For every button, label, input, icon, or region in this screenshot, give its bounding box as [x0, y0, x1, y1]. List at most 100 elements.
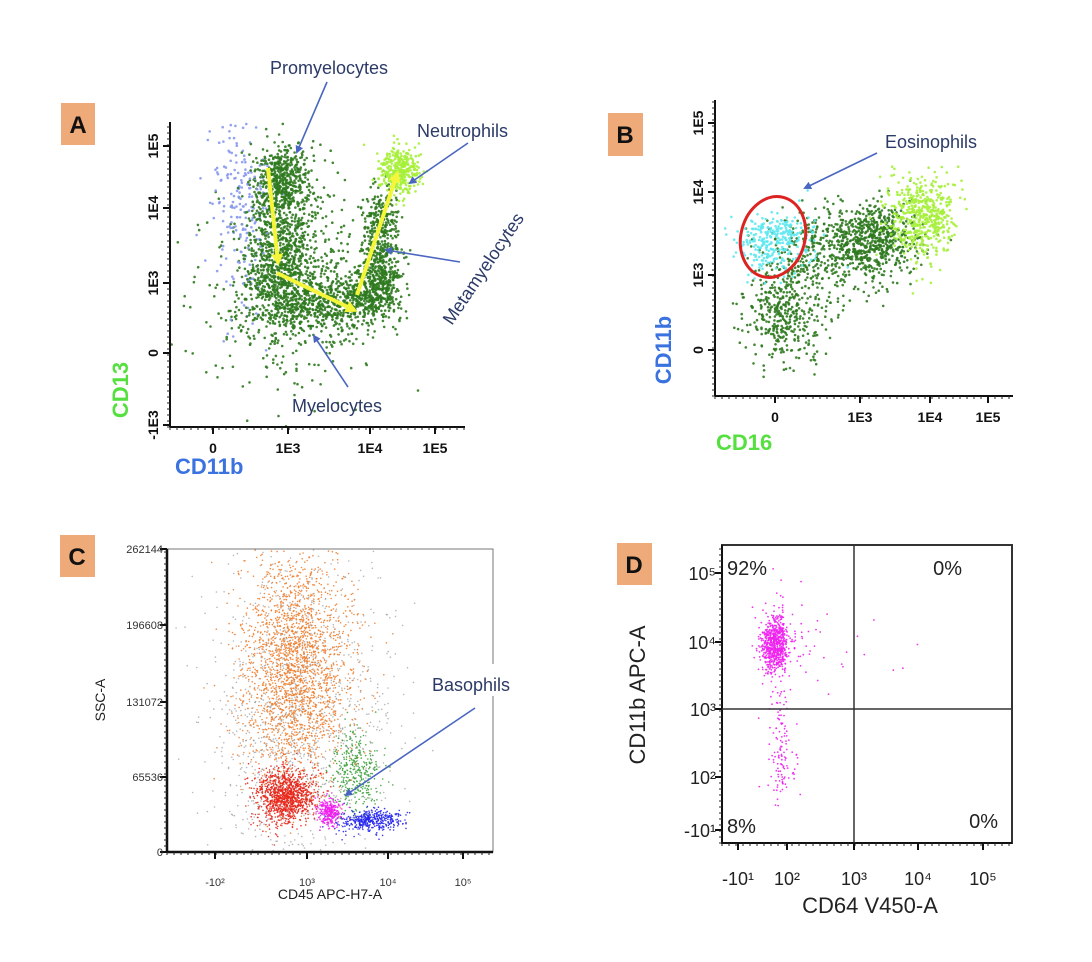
data-point [261, 285, 265, 288]
data-point [303, 158, 306, 162]
data-point [370, 281, 373, 285]
data-point [871, 269, 875, 273]
data-point [351, 342, 355, 346]
data-point [321, 265, 325, 268]
data-point [816, 257, 820, 261]
data-point [782, 280, 786, 283]
data-point [290, 191, 294, 195]
data-point [310, 169, 313, 172]
data-point [893, 208, 897, 212]
data-point [816, 304, 820, 307]
data-point [389, 177, 392, 181]
data-point [275, 174, 279, 177]
data-point [287, 270, 290, 274]
data-point [217, 312, 220, 315]
data-point [775, 306, 779, 310]
data-point [814, 207, 817, 210]
data-point [273, 141, 276, 144]
data-point [373, 266, 377, 270]
data-point [290, 254, 294, 258]
data-point [308, 307, 312, 310]
data-point [874, 291, 878, 295]
data-point [340, 225, 343, 229]
population [731, 219, 852, 379]
data-point [270, 268, 274, 272]
data-point [835, 247, 839, 251]
data-point [308, 301, 311, 305]
data-point [241, 228, 245, 232]
data-point [348, 339, 351, 343]
data-point [369, 266, 372, 270]
data-point [797, 356, 801, 360]
data-point [379, 245, 383, 248]
data-point [868, 269, 871, 272]
data-point [785, 291, 789, 294]
data-point [235, 161, 238, 164]
data-point [290, 304, 294, 308]
data-point [387, 270, 391, 274]
data-point [372, 305, 376, 309]
data-point [278, 209, 281, 212]
data-point [764, 272, 768, 276]
data-point [366, 312, 370, 315]
data-point [821, 229, 825, 233]
data-point [357, 205, 360, 209]
data-point [281, 173, 284, 176]
data-point [325, 254, 329, 257]
data-point [266, 162, 269, 165]
data-point [746, 257, 749, 260]
data-point [775, 327, 779, 331]
data-point [405, 142, 408, 145]
data-point [262, 212, 265, 216]
data-point [350, 273, 354, 276]
data-point [239, 233, 242, 236]
data-point [879, 267, 882, 271]
data-point [261, 148, 265, 151]
data-point [773, 289, 777, 292]
data-point [330, 284, 333, 287]
data-point [327, 238, 331, 241]
data-point [387, 292, 391, 296]
trajectory-arrow [355, 170, 401, 296]
data-point [310, 214, 314, 218]
data-point [900, 269, 903, 272]
data-point [838, 215, 841, 218]
data-point [234, 228, 238, 232]
data-point [811, 275, 815, 278]
data-point [244, 168, 247, 171]
data-point [312, 235, 315, 239]
data-point [323, 272, 326, 276]
data-point [368, 229, 372, 233]
data-point [381, 274, 385, 278]
data-point [262, 194, 266, 198]
data-point [218, 246, 221, 249]
data-point [342, 339, 346, 342]
data-point [828, 216, 831, 219]
data-point [308, 184, 311, 188]
data-point [255, 304, 258, 308]
data-point [754, 309, 757, 313]
data-point [289, 297, 293, 300]
data-point [340, 317, 344, 321]
scatter-points [723, 165, 968, 379]
data-point [835, 234, 839, 238]
data-point [813, 303, 816, 307]
data-point [797, 307, 801, 310]
data-point [366, 328, 370, 332]
data-point [255, 254, 258, 258]
data-point [395, 152, 399, 155]
data-point [307, 171, 310, 175]
data-point [255, 317, 259, 321]
data-point [806, 227, 810, 230]
data-point [385, 300, 389, 304]
data-point [780, 331, 783, 334]
data-point [291, 213, 295, 217]
data-point [833, 244, 836, 247]
data-point [388, 257, 392, 261]
data-point [379, 183, 382, 186]
trajectory-arrow [266, 167, 284, 266]
data-point [273, 184, 276, 188]
data-point [284, 294, 288, 297]
data-point [253, 307, 256, 310]
data-point [761, 251, 765, 254]
